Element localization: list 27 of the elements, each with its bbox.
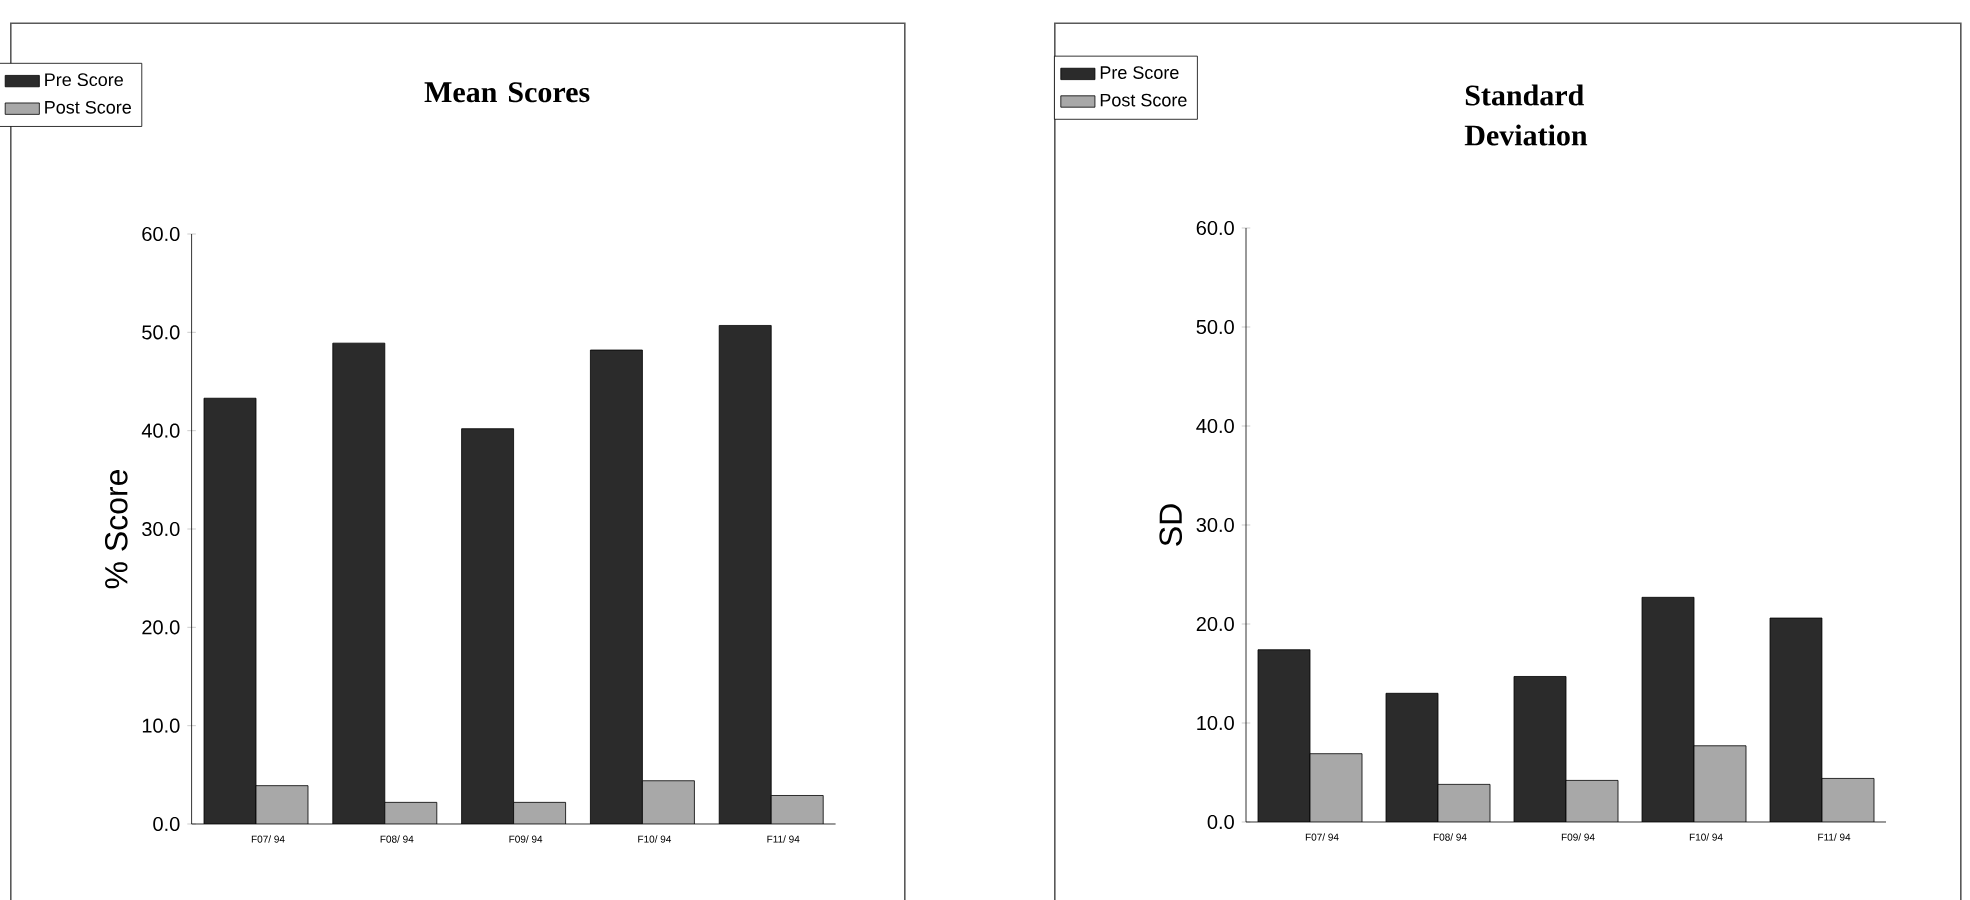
bar: [332, 343, 385, 824]
legend-label: Post Score: [45, 100, 131, 114]
legend-label: Pre Score: [1100, 66, 1179, 79]
y-tick-label: 40.0: [141, 423, 180, 438]
y-tick-label: 0.0: [1207, 814, 1234, 830]
y-tick-label: 20.0: [1196, 616, 1234, 632]
chart-title: Mean Scores: [424, 82, 590, 103]
y-tick-label: 60.0: [1196, 220, 1234, 236]
bar: [461, 428, 514, 824]
y-tick-label: 10.0: [142, 718, 180, 733]
y-tick-label: 30.0: [1196, 517, 1234, 533]
y-tick-label: 30.0: [142, 521, 180, 537]
y-tick-label: 50.0: [1196, 319, 1234, 335]
legend-label: Pre Score: [45, 73, 123, 87]
legend-label: Post Score: [1100, 93, 1187, 107]
y-tick-label: 0.0: [153, 816, 180, 832]
y-tick-label: 50.0: [142, 325, 180, 340]
bar: [718, 325, 772, 824]
y-tick-label: 60.0: [142, 226, 180, 242]
chart-title: Standard Deviation: [1464, 84, 1588, 146]
y-tick-label: 10.0: [1197, 715, 1234, 731]
bar: [204, 398, 257, 824]
y-axis-title: % Score: [104, 470, 128, 589]
y-axis-title: SD: [1159, 504, 1183, 546]
bar: [590, 350, 643, 824]
y-tick-label: 40.0: [1196, 418, 1234, 434]
y-tick-label: 20.0: [142, 620, 180, 635]
